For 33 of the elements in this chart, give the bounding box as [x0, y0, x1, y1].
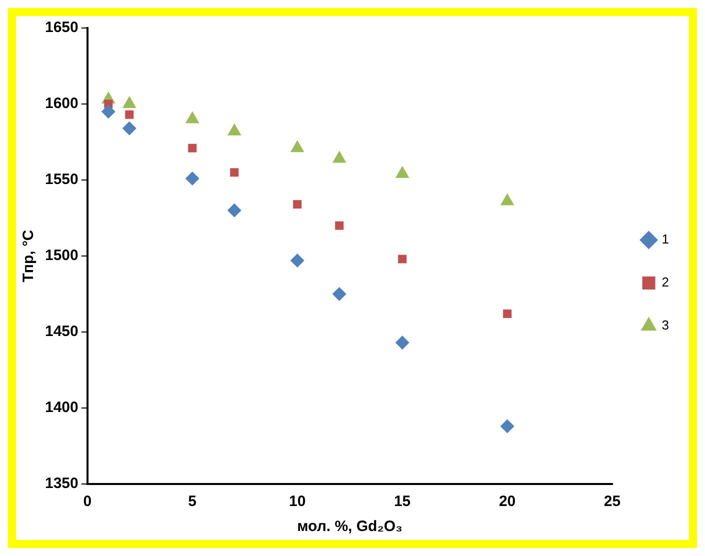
y-tick-label: 1600: [44, 95, 78, 112]
point: [101, 104, 116, 119]
point: [500, 419, 514, 434]
point: [122, 121, 136, 136]
x-tick-label: 0: [83, 493, 92, 510]
legend-label: 2: [662, 274, 670, 290]
x-tick-label: 15: [394, 493, 411, 510]
x-axis-title: мол. %, Gd₂O₃: [297, 518, 403, 536]
point: [185, 171, 200, 186]
point: [503, 310, 512, 318]
legend-label: 3: [662, 318, 670, 333]
point: [188, 144, 197, 152]
x-tick-label: 10: [288, 493, 306, 510]
y-tick-label: 1400: [44, 399, 78, 416]
legend-label: 1: [662, 232, 670, 247]
y-tick-label: 1350: [44, 475, 78, 492]
point: [230, 168, 239, 177]
x-tick-label: 5: [188, 493, 197, 510]
y-tick-label: 1500: [44, 247, 78, 264]
point: [395, 336, 410, 350]
point: [227, 203, 242, 218]
x-tick-label: 25: [604, 493, 621, 510]
y-tick-label: 1450: [44, 323, 78, 340]
y-axis-title: Tпр, °C: [20, 230, 38, 282]
x-tick-label: 20: [498, 493, 516, 510]
y-tick-label: 1650: [44, 19, 78, 36]
point: [125, 110, 134, 119]
point: [332, 287, 346, 301]
point: [398, 254, 407, 264]
point: [293, 200, 302, 209]
y-tick-label: 1550: [44, 171, 78, 188]
point: [335, 221, 344, 230]
point: [290, 254, 304, 268]
